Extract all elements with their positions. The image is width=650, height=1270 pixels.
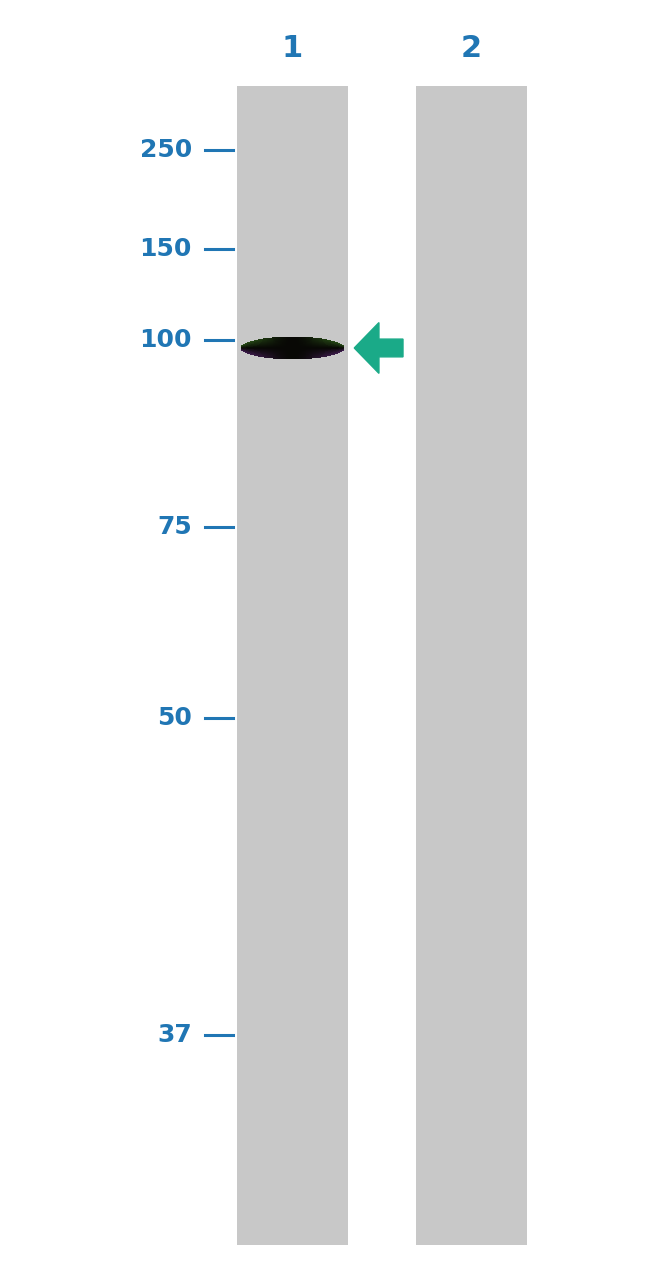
- Text: 150: 150: [139, 237, 192, 260]
- Text: 1: 1: [282, 34, 303, 62]
- Text: 2: 2: [461, 34, 482, 62]
- Text: 50: 50: [157, 706, 192, 729]
- Text: 250: 250: [140, 138, 192, 161]
- Bar: [237, 86, 348, 1245]
- FancyArrow shape: [354, 323, 403, 373]
- Text: 75: 75: [157, 516, 192, 538]
- Bar: [416, 86, 526, 1245]
- Text: 37: 37: [157, 1024, 192, 1046]
- Text: 100: 100: [139, 329, 192, 352]
